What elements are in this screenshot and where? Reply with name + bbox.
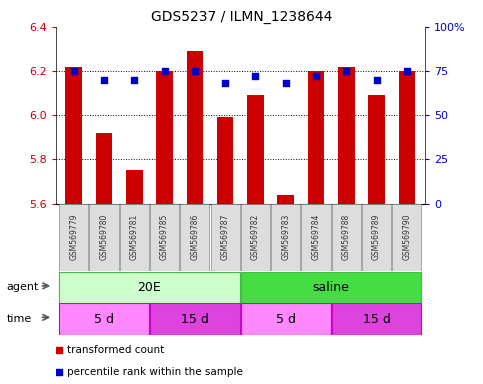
- Text: 15 d: 15 d: [363, 313, 391, 326]
- Point: [161, 68, 169, 74]
- Bar: [59, 204, 88, 271]
- Point: [252, 73, 259, 79]
- Text: GSM569784: GSM569784: [312, 214, 321, 260]
- Text: GSM569780: GSM569780: [99, 214, 109, 260]
- Bar: [150, 204, 179, 271]
- Bar: [96, 133, 113, 204]
- Bar: [126, 170, 142, 204]
- Bar: [241, 303, 330, 335]
- Point: [130, 77, 138, 83]
- Bar: [180, 204, 210, 271]
- Bar: [368, 95, 385, 204]
- Text: GDS5237 / ILMN_1238644: GDS5237 / ILMN_1238644: [151, 10, 332, 23]
- Bar: [301, 204, 330, 271]
- Bar: [277, 195, 294, 204]
- Bar: [150, 303, 240, 335]
- Bar: [59, 303, 149, 335]
- Bar: [217, 118, 233, 204]
- Point: [191, 68, 199, 74]
- Bar: [156, 71, 173, 204]
- Bar: [398, 71, 415, 204]
- Text: 5 d: 5 d: [276, 313, 296, 326]
- Bar: [65, 67, 82, 204]
- Text: percentile rank within the sample: percentile rank within the sample: [67, 366, 243, 377]
- Bar: [332, 303, 421, 335]
- Text: 5 d: 5 d: [94, 313, 114, 326]
- Text: GSM569787: GSM569787: [221, 214, 229, 260]
- Point: [56, 347, 63, 353]
- Bar: [392, 204, 421, 271]
- Point: [403, 68, 411, 74]
- Text: agent: agent: [6, 282, 39, 292]
- Text: GSM569782: GSM569782: [251, 214, 260, 260]
- Point: [282, 80, 290, 86]
- Text: GSM569789: GSM569789: [372, 214, 381, 260]
- Bar: [241, 204, 270, 271]
- Bar: [186, 51, 203, 204]
- Point: [70, 68, 78, 74]
- Bar: [308, 71, 325, 204]
- Bar: [271, 204, 300, 271]
- Text: GSM569785: GSM569785: [160, 214, 169, 260]
- Bar: [89, 204, 118, 271]
- Bar: [362, 204, 391, 271]
- Text: saline: saline: [313, 281, 350, 294]
- Text: 20E: 20E: [138, 281, 161, 294]
- Text: GSM569790: GSM569790: [402, 214, 412, 260]
- Text: transformed count: transformed count: [67, 345, 165, 356]
- Point: [221, 80, 229, 86]
- Point: [373, 77, 381, 83]
- Bar: [59, 272, 240, 303]
- Bar: [120, 204, 149, 271]
- Bar: [241, 272, 421, 303]
- Bar: [338, 67, 355, 204]
- Bar: [332, 204, 361, 271]
- Point: [56, 369, 63, 375]
- Text: 15 d: 15 d: [181, 313, 209, 326]
- Text: GSM569781: GSM569781: [130, 214, 139, 260]
- Text: GSM569786: GSM569786: [190, 214, 199, 260]
- Text: GSM569783: GSM569783: [281, 214, 290, 260]
- Bar: [247, 95, 264, 204]
- Point: [100, 77, 108, 83]
- Text: GSM569788: GSM569788: [342, 214, 351, 260]
- Point: [312, 73, 320, 79]
- Point: [342, 68, 350, 74]
- Text: time: time: [6, 314, 31, 324]
- Bar: [211, 204, 240, 271]
- Text: GSM569779: GSM569779: [69, 214, 78, 260]
